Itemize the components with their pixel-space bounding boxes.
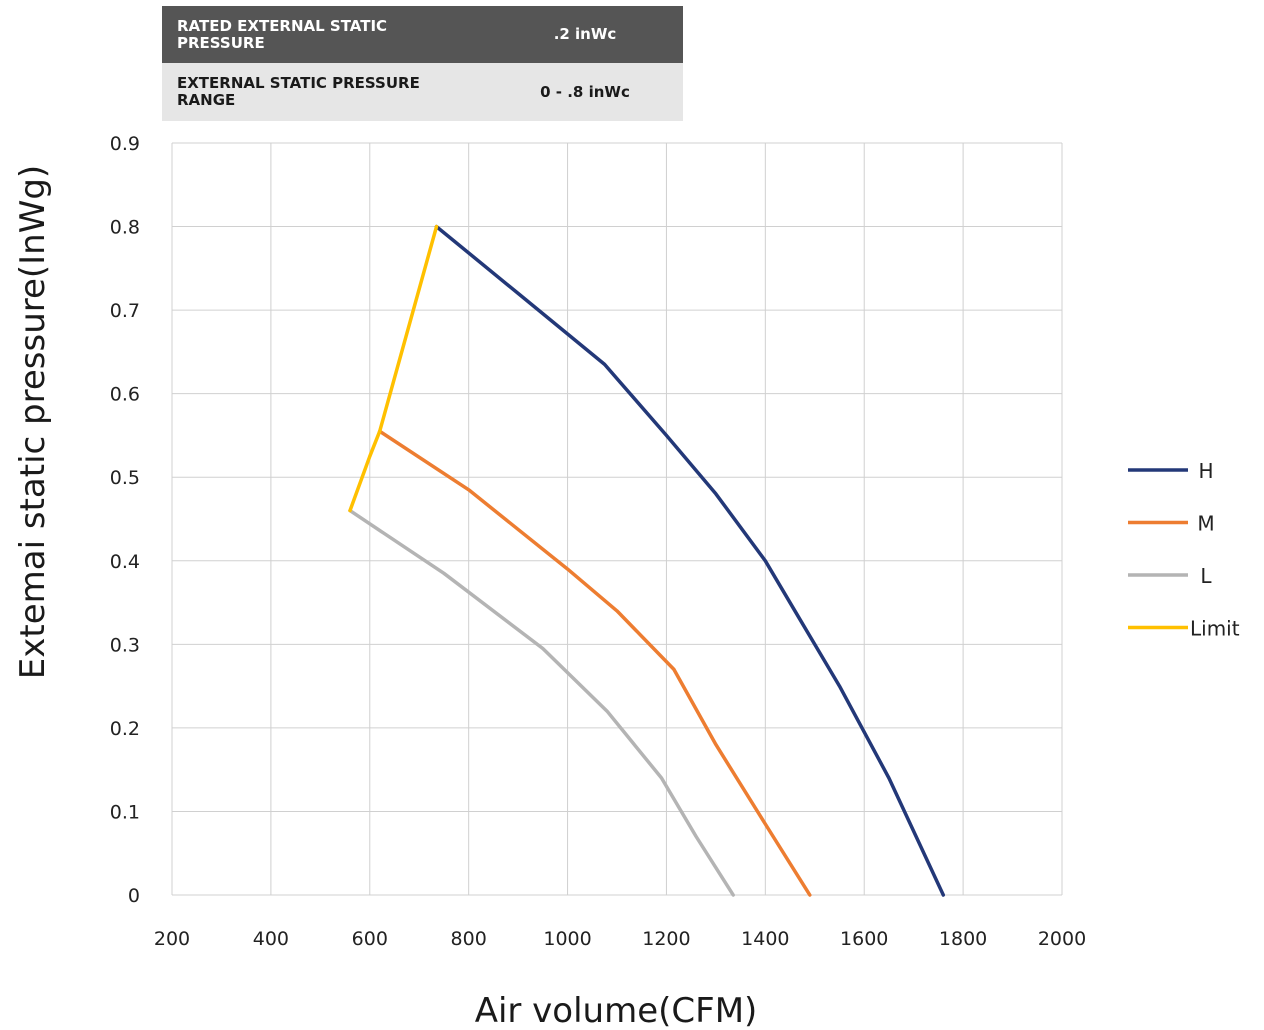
spec-label-rated: RATED EXTERNAL STATIC PRESSURE [162,6,487,63]
chart-grid [171,142,1063,896]
y-tick-label: 0.9 [110,133,140,155]
spec-label-range: EXTERNAL STATIC PRESSURE RANGE [162,63,487,121]
x-tick-label: 600 [352,928,388,950]
x-tick-label: 800 [451,928,487,950]
y-tick-label: 0.4 [110,551,140,573]
y-axis-title: Extemai static pressure(InWg) [13,165,53,679]
x-tick-label: 2000 [1038,928,1086,950]
y-tick-label: 0.1 [110,801,140,823]
legend-label-h: H [1198,459,1213,483]
y-tick-label: 0.3 [110,634,140,656]
series-line-l [348,508,735,897]
y-tick-label: 0.2 [110,718,140,740]
spec-row-rated: RATED EXTERNAL STATIC PRESSURE .2 inWc [162,6,683,63]
series-line-m [377,429,812,897]
spec-table: RATED EXTERNAL STATIC PRESSURE .2 inWc E… [162,6,683,121]
y-tick-label: 0.6 [110,384,140,406]
spec-value-range: 0 - .8 inWc [487,63,683,121]
legend-label-limit: Limit [1190,617,1240,641]
y-tick-labels: 0 0.1 0.2 0.3 0.4 0.5 0.6 0.7 0.8 0.9 [110,133,140,907]
legend-label-m: M [1197,512,1214,536]
y-tick-label: 0.7 [110,300,140,322]
spec-value-rated: .2 inWc [487,6,683,63]
series-line-limit [348,224,439,513]
x-axis-title: Air volume(CFM) [475,991,758,1030]
x-tick-label: 1000 [543,928,591,950]
chart-series [348,224,946,897]
legend-label-l: L [1200,564,1212,588]
spec-row-range: EXTERNAL STATIC PRESSURE RANGE 0 - .8 in… [162,63,683,121]
x-tick-label: 400 [253,928,289,950]
x-tick-labels: 200 400 600 800 1000 1200 1400 1600 1800 2000 [154,928,1086,950]
x-tick-label: 1800 [939,928,987,950]
x-tick-label: 1200 [642,928,690,950]
chart-legend: H M L Limit [1128,459,1240,641]
x-tick-label: 1400 [741,928,789,950]
x-tick-label: 200 [154,928,190,950]
y-tick-label: 0 [128,885,140,907]
x-tick-label: 1600 [840,928,888,950]
y-tick-label: 0.8 [110,217,140,239]
y-tick-label: 0.5 [110,467,140,489]
series-line-h [434,224,946,897]
